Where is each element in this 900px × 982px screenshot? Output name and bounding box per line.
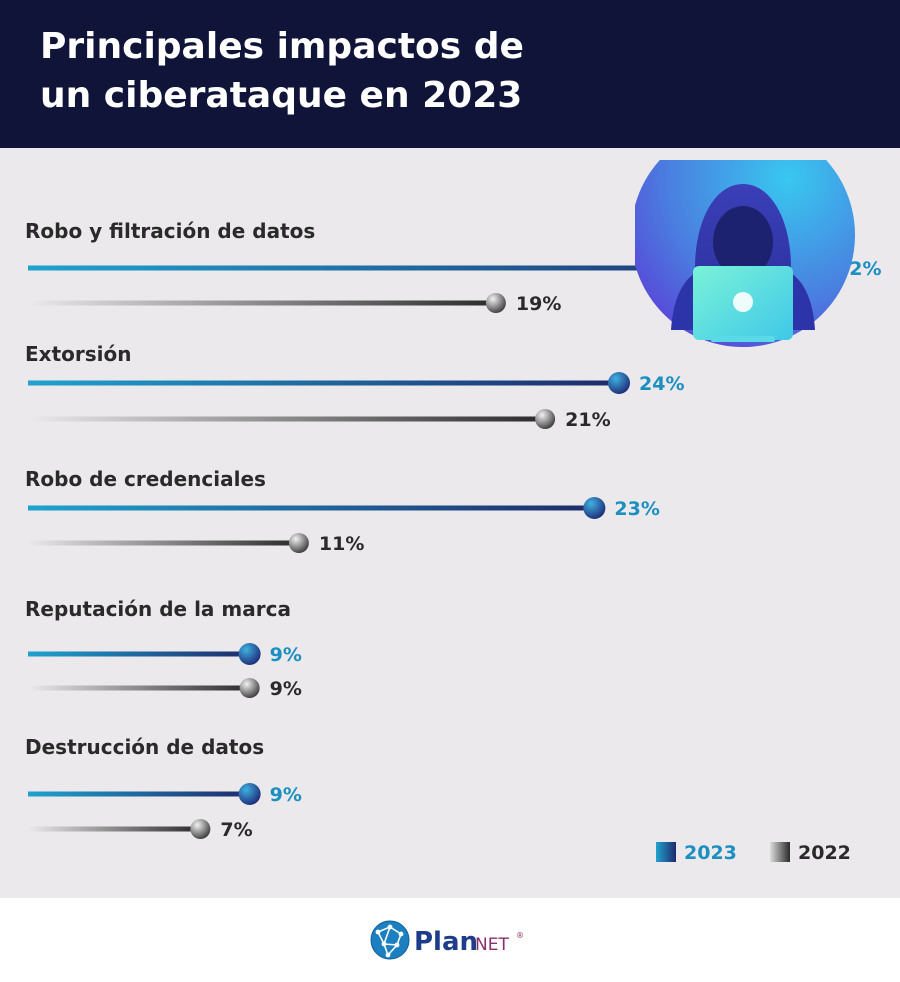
legend: 2023 2022 xyxy=(656,842,851,864)
category-label: Robo de credenciales xyxy=(25,467,266,491)
legend-swatch-2022 xyxy=(770,842,790,862)
bar-end-dot-2023-4 xyxy=(238,783,261,805)
bar-end-dot-2022-2 xyxy=(288,533,309,553)
bar-end-dot-2022-0 xyxy=(485,293,506,313)
bar-2023-1 xyxy=(28,380,619,386)
bar-2023-4 xyxy=(28,791,250,797)
bar-2023-3 xyxy=(28,651,250,657)
page-title: Principales impactos de un ciberataque e… xyxy=(40,22,524,120)
bar-2023-0 xyxy=(28,265,816,271)
value-label-2022-2: 11% xyxy=(319,533,364,555)
legend-label-2023: 2023 xyxy=(684,842,737,864)
title-line-1: Principales impactos de xyxy=(40,26,524,67)
bar-end-dot-2023-1 xyxy=(608,372,630,394)
value-label-2022-4: 7% xyxy=(220,819,252,841)
category-label: Reputación de la marca xyxy=(25,597,291,621)
logo-registered-mark: ® xyxy=(516,931,524,940)
bar-2022-3 xyxy=(28,685,250,691)
bar-end-dot-2022-1 xyxy=(535,409,556,429)
bar-chart: Robo y filtración de datos32%19%Extorsió… xyxy=(25,219,881,864)
bar-end-dot-2023-3 xyxy=(238,643,261,665)
globe-network-icon xyxy=(370,920,410,960)
bar-end-dot-2023-2 xyxy=(583,497,606,519)
chart-marks: Robo y filtración de datos32%19%Extorsió… xyxy=(25,219,881,841)
value-label-2022-0: 19% xyxy=(516,293,561,315)
value-label-2023-2: 23% xyxy=(614,498,659,520)
title-line-2: un ciberataque en 2023 xyxy=(40,75,523,116)
bar-2022-2 xyxy=(28,540,299,546)
bar-end-dot-2022-3 xyxy=(239,678,260,698)
legend-label-2022: 2022 xyxy=(798,842,851,864)
header: Principales impactos de un ciberataque e… xyxy=(0,0,900,148)
value-label-2023-4: 9% xyxy=(270,784,302,806)
category-label: Destrucción de datos xyxy=(25,735,264,759)
value-label-2023-1: 24% xyxy=(639,373,684,395)
bar-2022-4 xyxy=(28,826,201,832)
category-label: Extorsión xyxy=(25,342,131,366)
value-label-2023-3: 9% xyxy=(270,644,302,666)
legend-swatch-2023 xyxy=(656,842,676,862)
logo-text-net: NET xyxy=(475,935,509,955)
value-label-2022-1: 21% xyxy=(565,409,610,431)
value-label-2022-3: 9% xyxy=(270,678,302,700)
bar-2023-2 xyxy=(28,505,595,511)
bar-end-dot-2022-4 xyxy=(190,819,211,839)
category-label: Robo y filtración de datos xyxy=(25,219,315,243)
bar-2022-0 xyxy=(28,300,496,306)
chart-panel: Robo y filtración de datos 32% 19% Extorsió… xyxy=(0,148,900,898)
bar-2022-1 xyxy=(28,416,546,422)
logo-text-plan: Plan xyxy=(414,927,478,957)
hooded-hacker-laptop-icon xyxy=(635,160,855,347)
footer: Plan NET ® xyxy=(0,898,900,982)
plannet-logo: Plan NET ® xyxy=(370,920,524,960)
